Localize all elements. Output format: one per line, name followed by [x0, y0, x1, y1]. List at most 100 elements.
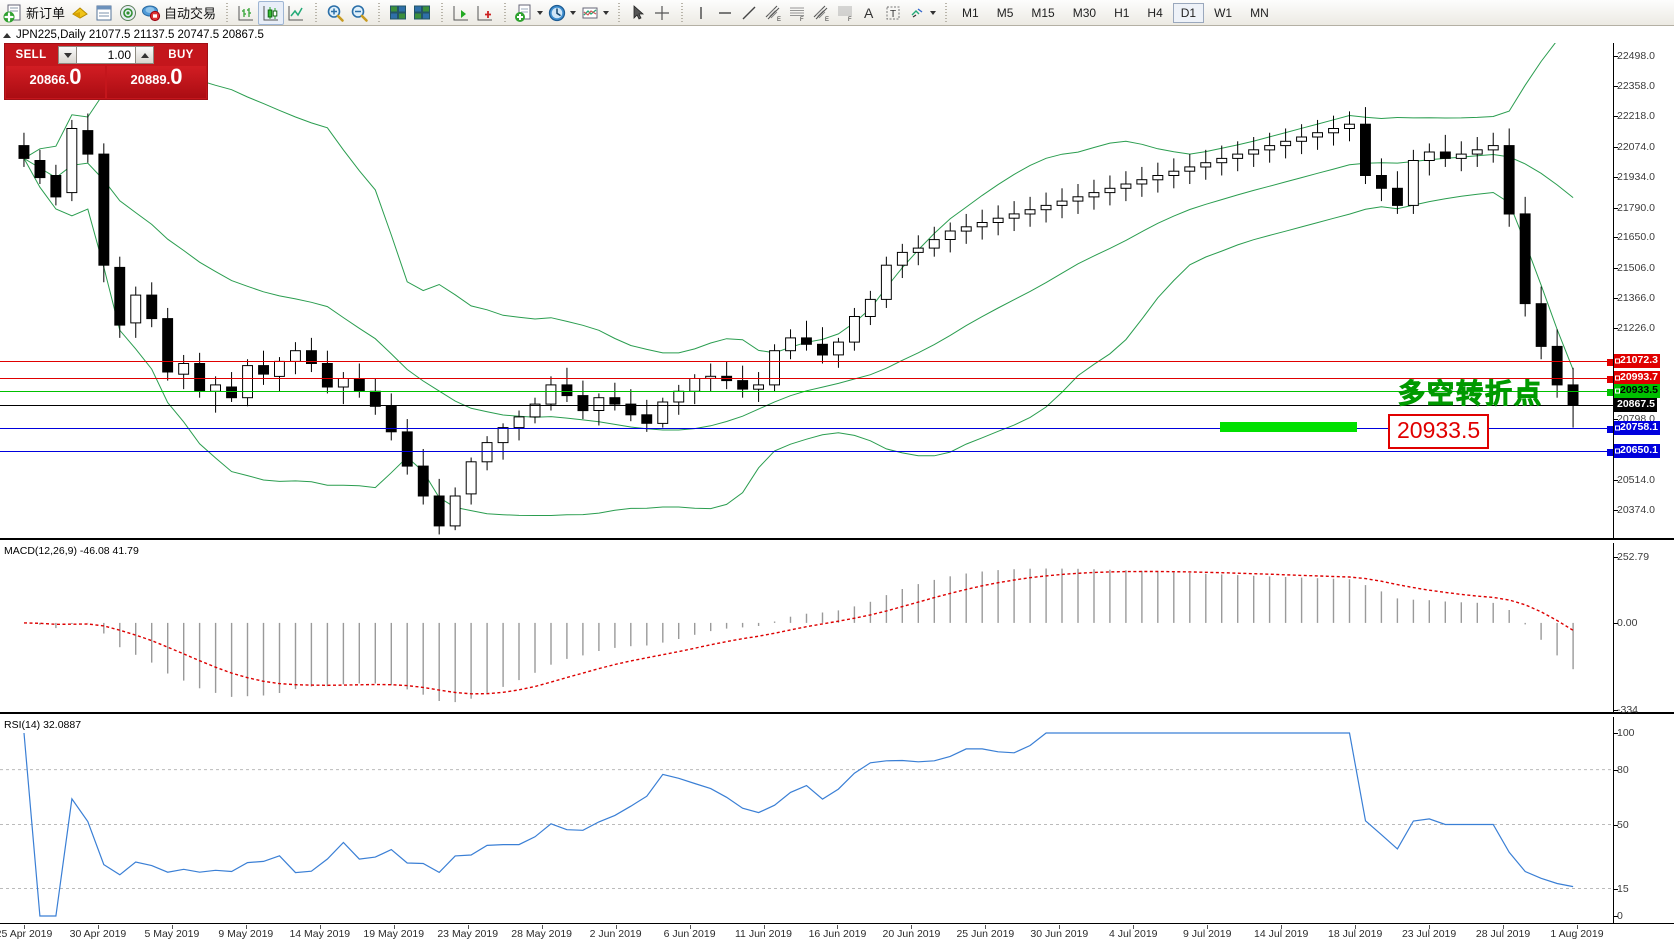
- period-button[interactable]: [545, 1, 578, 25]
- auto-scroll-button[interactable]: [473, 1, 497, 25]
- price-tick-label: 21226.0: [1617, 322, 1655, 335]
- trendline-icon: [742, 6, 756, 19]
- volume-increment-button[interactable]: [135, 46, 154, 64]
- autotrading-button[interactable]: 自动交易: [140, 1, 219, 25]
- new-order-button[interactable]: 新订单: [2, 1, 68, 25]
- macd-plot-area[interactable]: MACD(12,26,9) -46.08 41.79: [0, 543, 1613, 712]
- crosshair-icon: [655, 5, 670, 20]
- date-tick-label: 14 May 2019: [289, 928, 351, 940]
- timeframe-h1-button[interactable]: H1: [1114, 5, 1130, 20]
- fibonacci-button[interactable]: F: [785, 1, 809, 25]
- price-level-tag-pivot[interactable]: 20933.5: [1614, 383, 1660, 398]
- price-tick-label: 21790.0: [1617, 201, 1655, 214]
- candlestick-chart-button[interactable]: [258, 0, 285, 25]
- price-tick-label: 21506.0: [1617, 262, 1655, 275]
- expert-advisors-button[interactable]: [68, 1, 92, 25]
- price-axis[interactable]: 22498.0 22358.0 22218.0 22074.0 21934.0 21790…: [1613, 43, 1674, 538]
- price-level-handle[interactable]: [1607, 358, 1613, 366]
- sell-price-fraction: 0: [69, 64, 82, 89]
- fibonacci-grid-button[interactable]: F: [833, 1, 857, 25]
- indicators-button[interactable]: [512, 1, 545, 25]
- price-level-line-support[interactable]: [0, 426, 1613, 433]
- bar-chart-button[interactable]: [234, 1, 258, 25]
- text-label-button[interactable]: T: [881, 1, 905, 25]
- price-chart-pane[interactable]: 多空转折点 20933.5 22498.0 22358.0 22218.0 22074…: [0, 43, 1674, 540]
- price-plot-area[interactable]: 多空转折点 20933.5: [0, 43, 1613, 538]
- timeframe-m1-button[interactable]: M1: [962, 5, 979, 20]
- macd-label: MACD(12,26,9) -46.08 41.79: [4, 545, 139, 557]
- date-tick-mark: [1577, 925, 1578, 929]
- price-tick-label: 20374.0: [1617, 504, 1655, 517]
- chevron-down-icon[interactable]: [603, 10, 610, 15]
- timeframe-m30-button[interactable]: M30: [1072, 5, 1097, 20]
- price-level-tag-support[interactable]: 20758.1: [1614, 421, 1660, 435]
- price-level-tag-last-price[interactable]: 20867.5: [1614, 397, 1657, 412]
- rsi-plot-area[interactable]: RSI(14) 32.0887: [0, 717, 1613, 923]
- timeframe-m5-button[interactable]: M5: [996, 5, 1014, 20]
- timeframe-mn-button[interactable]: MN: [1250, 5, 1269, 20]
- price-level-line-pivot[interactable]: [0, 388, 1613, 396]
- price-level-handle[interactable]: [1607, 388, 1613, 396]
- macd-series: [23, 568, 1574, 703]
- price-level-handle[interactable]: [1607, 449, 1613, 457]
- sell-button[interactable]: 20866 . 0: [6, 66, 105, 98]
- timeframe-w1-button[interactable]: W1: [1214, 5, 1233, 20]
- tile-windows-button-2[interactable]: [410, 1, 434, 25]
- navigator-button[interactable]: [116, 1, 140, 25]
- price-level-line-support[interactable]: [0, 449, 1613, 457]
- symbol-info-bar: JPN225,Daily 21077.5 21137.5 20747.5 208…: [0, 27, 1674, 43]
- volume-stepper[interactable]: 1.00: [58, 46, 154, 64]
- rsi-tick-label: 0: [1617, 910, 1623, 922]
- new-order-icon: [3, 4, 21, 22]
- chevron-down-icon[interactable]: [930, 10, 937, 15]
- buy-label: BUY: [168, 49, 194, 61]
- tile-windows-button[interactable]: [386, 1, 410, 25]
- fibonacci-icon: E: [813, 5, 829, 23]
- price-level-tag-resistance[interactable]: 21072.3: [1614, 353, 1660, 368]
- timeframe-group: M1 M5 M15 M30 H1 H4 D1 W1 MN: [953, 2, 1278, 23]
- templates-button[interactable]: [578, 1, 611, 25]
- chart-shift-button[interactable]: [449, 1, 473, 25]
- horizontal-line-button[interactable]: [713, 1, 737, 25]
- draw-objects-button[interactable]: [905, 1, 938, 25]
- crosshair-button[interactable]: [650, 1, 674, 25]
- zoom-out-button[interactable]: [347, 1, 371, 25]
- data-window-button[interactable]: [92, 1, 116, 25]
- date-axis[interactable]: 25 Apr 2019 30 Apr 2019 5 May 2019 9 May 20…: [0, 925, 1674, 947]
- price-level-tag-support[interactable]: 20650.1: [1614, 444, 1660, 459]
- price-level-line-resistance[interactable]: [0, 375, 1613, 383]
- rsi-pane[interactable]: RSI(14) 32.0887 100 80 50 15 0: [0, 717, 1674, 924]
- timeframe-m15-button[interactable]: M15: [1031, 5, 1055, 20]
- volume-input[interactable]: 1.00: [77, 46, 135, 64]
- price-level-line-last-price[interactable]: [0, 404, 1613, 406]
- date-tick-label: 6 Jun 2019: [663, 928, 716, 940]
- cursor-button[interactable]: [626, 1, 650, 25]
- buy-button[interactable]: 20889 . 0: [107, 66, 206, 98]
- vertical-line-button[interactable]: [689, 1, 713, 25]
- toolbar-separator: [942, 2, 950, 23]
- svg-text:T: T: [890, 9, 896, 20]
- price-level-tag-resistance[interactable]: 20993.7: [1614, 370, 1660, 385]
- zoom-in-icon: [327, 4, 344, 22]
- price-level-handle[interactable]: [1607, 375, 1613, 383]
- period-icon: [548, 4, 566, 21]
- price-level-handle[interactable]: [1607, 426, 1613, 433]
- line-chart-button[interactable]: [284, 1, 308, 25]
- chart-shift-icon: [453, 5, 469, 20]
- macd-pane[interactable]: MACD(12,26,9) -46.08 41.79 252.79 0.00 -33…: [0, 543, 1674, 716]
- trendline-button[interactable]: [737, 1, 761, 25]
- timeframe-d1-button[interactable]: D1: [1172, 2, 1205, 23]
- volume-decrement-button[interactable]: [58, 46, 77, 64]
- equidistant-channel-button[interactable]: E: [761, 1, 785, 25]
- fibonacci-button-2[interactable]: E: [809, 1, 833, 25]
- trade-panel-top-row: SELL 1.00 BUY: [5, 44, 207, 66]
- price-level-line-resistance[interactable]: [0, 358, 1613, 366]
- text-button[interactable]: A: [857, 1, 881, 25]
- chevron-down-icon[interactable]: [570, 10, 577, 15]
- zoom-in-button[interactable]: [323, 1, 347, 25]
- chevron-down-icon[interactable]: [537, 10, 544, 15]
- timeframe-h4-button[interactable]: H4: [1147, 5, 1163, 20]
- sell-price-separator: .: [65, 72, 70, 87]
- collapse-triangle-icon[interactable]: [3, 32, 11, 38]
- date-tick-label: 5 May 2019: [144, 928, 200, 940]
